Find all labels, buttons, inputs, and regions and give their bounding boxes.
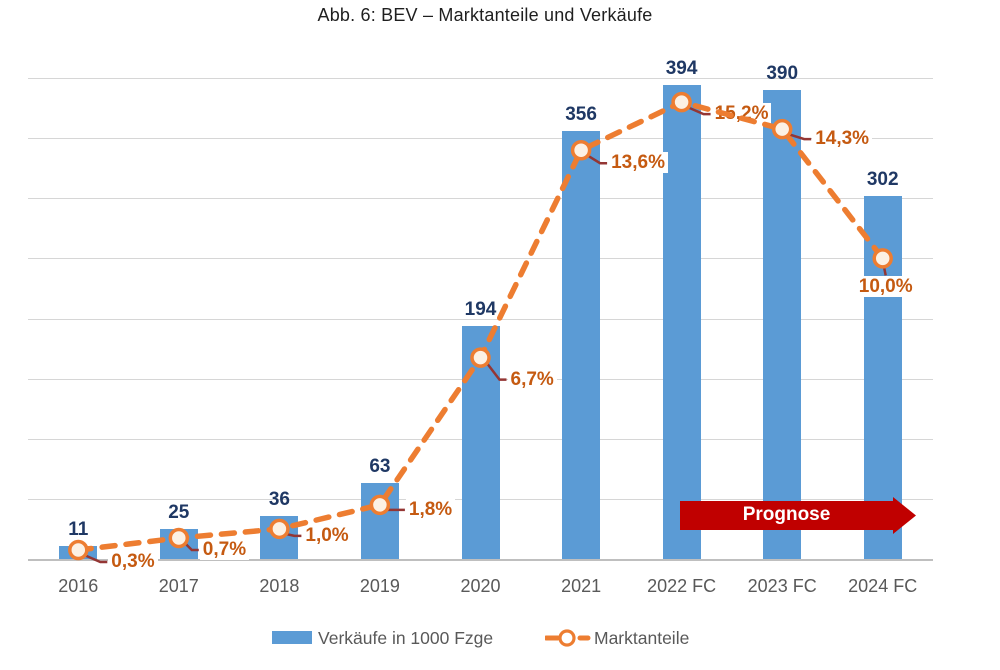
prognose-banner-label: Prognose: [742, 504, 831, 525]
legend-bar-swatch-icon: [272, 631, 312, 644]
bar-2017: [159, 528, 198, 559]
x-axis-line: [28, 559, 933, 561]
bar-value-label: 390: [766, 63, 799, 84]
pct-label-2020: 6,7%: [507, 368, 557, 390]
bar-2022 FC: [662, 85, 701, 559]
pct-label-2016: 0,3%: [108, 551, 158, 572]
pct-label-2018: 1,0%: [302, 524, 352, 546]
legend-line-marker-icon: [545, 629, 591, 647]
pct-label-2017: 0,7%: [199, 539, 250, 560]
legend-bar-label: Verkäufe in 1000 Fzge: [318, 628, 494, 648]
pct-label-2024-FC: 10,0%: [852, 276, 919, 298]
bar-2016: [59, 545, 98, 559]
pct-label-2021: 13,6%: [608, 152, 668, 174]
bar-value-label: 356: [565, 103, 597, 125]
bar-2020: [461, 325, 500, 559]
bar-2019: [360, 483, 399, 559]
bar-value-label: 11: [68, 518, 89, 540]
x-axis-label-2018: 2018: [259, 576, 300, 596]
chart-title: Abb. 6: BEV – Marktanteile und Verkäufe: [317, 5, 653, 25]
bar-value-label: 63: [369, 456, 391, 478]
bar-2021: [562, 130, 601, 559]
x-axis-label-2022-FC: 2022 FC: [647, 576, 717, 596]
gridline: [28, 78, 933, 79]
x-axis-label-2020: 2020: [460, 576, 501, 596]
x-axis-label-2021: 2021: [561, 576, 602, 596]
x-axis-label-2024-FC: 2024 FC: [848, 576, 918, 596]
bar-value-label: 394: [665, 58, 698, 80]
pct-label-2022-FC: 15,2%: [711, 103, 772, 125]
x-axis-label-2016: 2016: [58, 576, 99, 596]
legend-line-label: Marktanteile: [594, 628, 690, 648]
x-axis-label-2019: 2019: [359, 576, 400, 596]
pct-label-2019: 1,8%: [405, 498, 456, 520]
bar-value-label: 194: [464, 298, 497, 320]
bar-value-label: 36: [268, 488, 290, 510]
bar-2023 FC: [763, 90, 802, 559]
bar-value-label: 25: [168, 501, 190, 523]
bar-2018: [260, 515, 299, 559]
bar-value-label: 302: [866, 168, 899, 190]
chart-legend: Verkäufe in 1000 Fzge Marktanteile: [0, 624, 1000, 654]
pct-label-2023-FC: 14,3%: [812, 128, 873, 150]
x-axis-label-2023-FC: 2023 FC: [747, 576, 817, 596]
x-axis-label-2017: 2017: [158, 576, 199, 596]
